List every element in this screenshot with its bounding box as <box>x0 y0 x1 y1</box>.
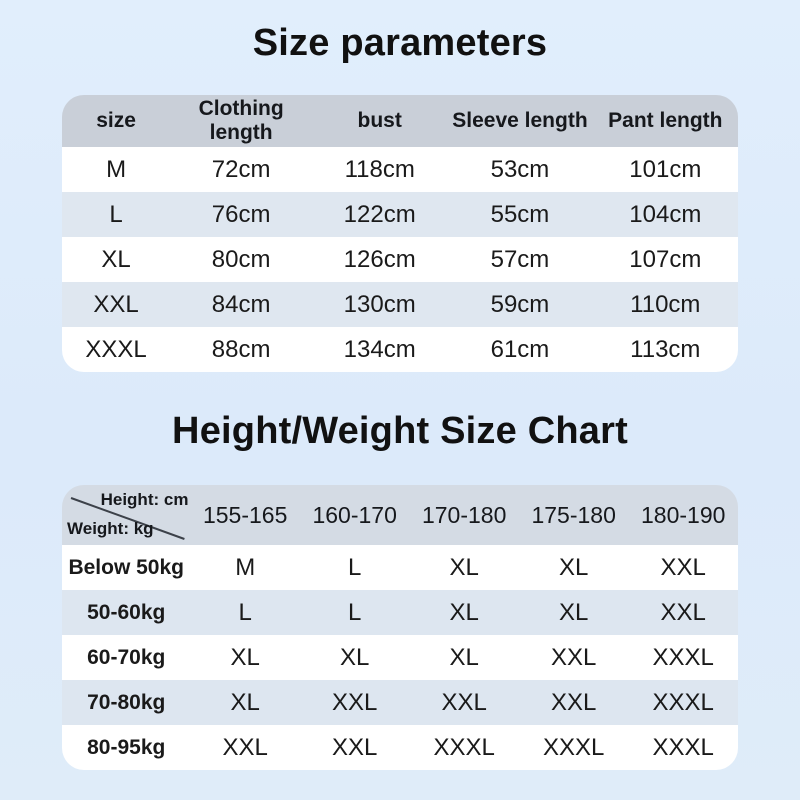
size-cell: XXL <box>62 282 171 327</box>
size-value-cell: XXL <box>409 680 519 725</box>
column-header-sleeve-length: Sleeve length <box>447 95 593 147</box>
clothing-length-cell: 84cm <box>170 282 313 327</box>
height-weight-table: Height: cm Weight: kg 155-165 160-170 17… <box>62 485 738 770</box>
size-value-cell: XL <box>190 680 300 725</box>
bust-cell: 134cm <box>312 327 448 372</box>
size-value-cell: XL <box>190 635 300 680</box>
table-row: 60-70kg XL XL XL XXL XXXL <box>62 635 738 680</box>
size-value-cell: XL <box>299 635 410 680</box>
size-parameters-title: Size parameters <box>252 22 548 64</box>
pant-length-cell: 101cm <box>592 147 738 192</box>
size-value-cell: L <box>299 590 410 635</box>
size-value-cell: XXL <box>299 680 410 725</box>
pant-length-cell: 110cm <box>592 282 738 327</box>
hw-table-header-row: Height: cm Weight: kg 155-165 160-170 17… <box>62 485 738 545</box>
size-value-cell: XXL <box>628 590 738 635</box>
clothing-length-cell: 72cm <box>170 147 313 192</box>
size-cell: XXXL <box>62 327 171 372</box>
table-row: 80-95kg XXL XXL XXXL XXXL XXXL <box>62 725 738 770</box>
column-header-bust: bust <box>312 95 448 147</box>
size-value-cell: XXXL <box>628 680 738 725</box>
size-cell: L <box>62 192 171 237</box>
size-value-cell: XL <box>409 635 519 680</box>
height-weight-title: Height/Weight Size Chart <box>172 410 628 452</box>
size-value-cell: M <box>190 545 300 590</box>
table-row: 50-60kg L L XL XL XXL <box>62 590 738 635</box>
size-value-cell: XL <box>409 545 519 590</box>
sleeve-length-cell: 53cm <box>447 147 593 192</box>
column-header-height-range: 175-180 <box>518 485 629 545</box>
column-header-size: size <box>62 95 171 147</box>
size-value-cell: L <box>190 590 300 635</box>
table-row: L 76cm 122cm 55cm 104cm <box>62 192 738 237</box>
table-row: XXXL 88cm 134cm 61cm 113cm <box>62 327 738 372</box>
column-header-height-range: 170-180 <box>409 485 519 545</box>
size-value-cell: L <box>299 545 410 590</box>
bust-cell: 122cm <box>312 192 448 237</box>
bust-cell: 130cm <box>312 282 448 327</box>
height-axis-label: Height: cm <box>100 490 189 509</box>
size-value-cell: XXL <box>518 680 629 725</box>
size-value-cell: XL <box>518 590 629 635</box>
size-value-cell: XXXL <box>409 725 519 770</box>
size-value-cell: XXL <box>518 635 629 680</box>
weight-range-cell: 70-80kg <box>62 680 191 725</box>
table-row: XL 80cm 126cm 57cm 107cm <box>62 237 738 282</box>
height-weight-table-card: Height: cm Weight: kg 155-165 160-170 17… <box>62 485 738 770</box>
weight-axis-label: Weight: kg <box>67 519 154 538</box>
table-row: 70-80kg XL XXL XXL XXL XXXL <box>62 680 738 725</box>
clothing-length-cell: 76cm <box>170 192 313 237</box>
bust-cell: 118cm <box>312 147 448 192</box>
column-header-height-range: 160-170 <box>299 485 410 545</box>
table-row: Below 50kg M L XL XL XXL <box>62 545 738 590</box>
sleeve-length-cell: 61cm <box>447 327 593 372</box>
sleeve-length-cell: 55cm <box>447 192 593 237</box>
sleeve-length-cell: 59cm <box>447 282 593 327</box>
bust-cell: 126cm <box>312 237 448 282</box>
pant-length-cell: 104cm <box>592 192 738 237</box>
size-cell: M <box>62 147 171 192</box>
size-value-cell: XXL <box>299 725 410 770</box>
weight-range-cell: 80-95kg <box>62 725 191 770</box>
clothing-length-cell: 80cm <box>170 237 313 282</box>
size-value-cell: XXL <box>628 545 738 590</box>
size-cell: XL <box>62 237 171 282</box>
column-header-clothing-length: Clothing length <box>170 95 313 147</box>
sleeve-length-cell: 57cm <box>447 237 593 282</box>
table-row: XXL 84cm 130cm 59cm 110cm <box>62 282 738 327</box>
column-header-height-range: 155-165 <box>190 485 300 545</box>
column-header-pant-length: Pant length <box>592 95 738 147</box>
pant-length-cell: 113cm <box>592 327 738 372</box>
table-row: M 72cm 118cm 53cm 101cm <box>62 147 738 192</box>
corner-cell: Height: cm Weight: kg <box>62 485 191 545</box>
size-value-cell: XXXL <box>628 725 738 770</box>
size-value-cell: XXL <box>190 725 300 770</box>
diagonal-line <box>70 497 185 540</box>
weight-range-cell: Below 50kg <box>62 545 191 590</box>
column-header-height-range: 180-190 <box>628 485 738 545</box>
weight-range-cell: 50-60kg <box>62 590 191 635</box>
weight-range-cell: 60-70kg <box>62 635 191 680</box>
clothing-length-cell: 88cm <box>170 327 313 372</box>
size-table: size Clothing length bust Sleeve length … <box>62 95 738 372</box>
size-table-header-row: size Clothing length bust Sleeve length … <box>62 95 738 147</box>
size-table-card: size Clothing length bust Sleeve length … <box>62 95 738 372</box>
size-value-cell: XXXL <box>518 725 629 770</box>
size-value-cell: XXXL <box>628 635 738 680</box>
size-value-cell: XL <box>518 545 629 590</box>
size-value-cell: XL <box>409 590 519 635</box>
pant-length-cell: 107cm <box>592 237 738 282</box>
